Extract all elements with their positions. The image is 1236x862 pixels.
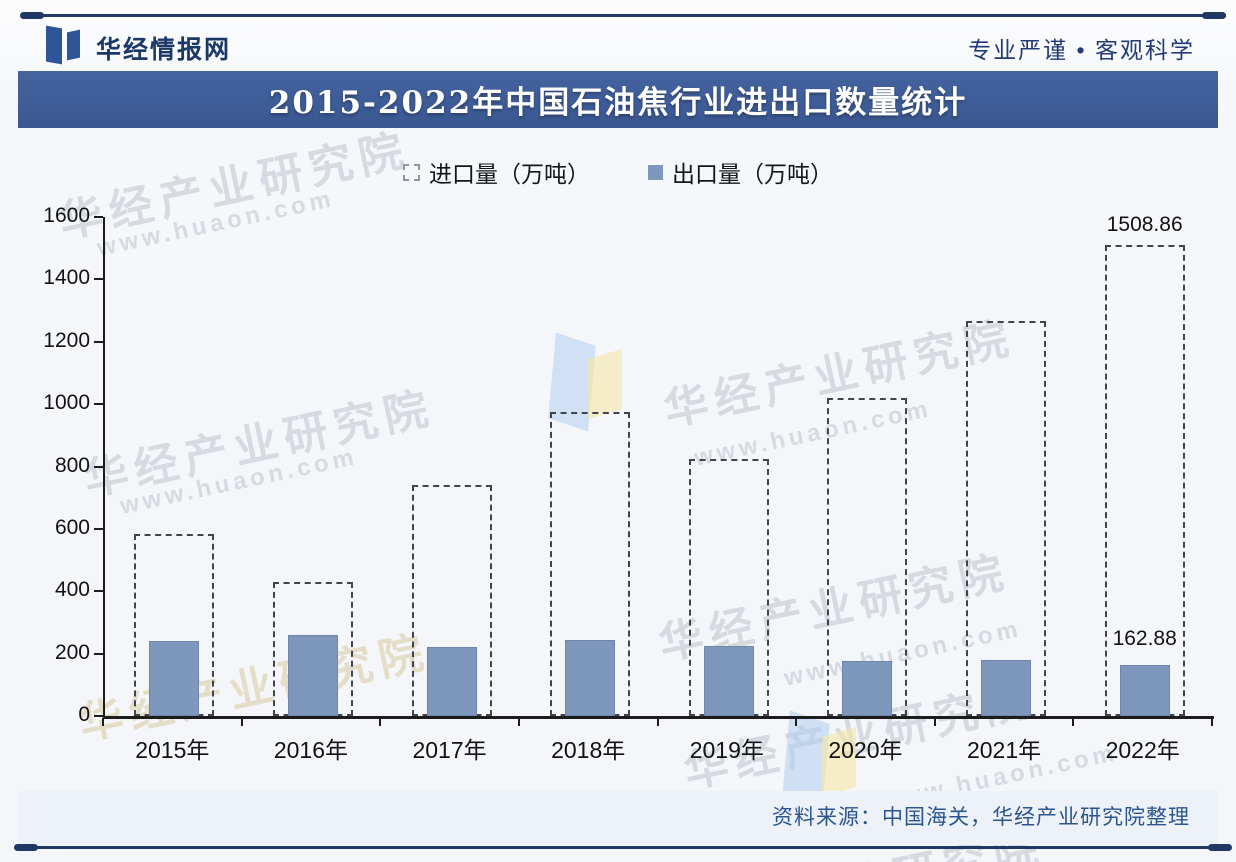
y-tick-label: 1200 — [43, 328, 90, 352]
y-tick-label: 200 — [54, 640, 90, 664]
legend-label-import: 进口量（万吨） — [429, 161, 590, 187]
legend-item-import: 进口量（万吨） — [403, 155, 590, 189]
y-tick-label: 1400 — [43, 266, 90, 290]
y-axis-tick — [94, 340, 103, 343]
x-axis-tick — [656, 718, 659, 726]
y-axis-tick — [94, 652, 103, 655]
chart-title-bar: 2015-2022年中国石油焦行业进出口数量统计 — [18, 71, 1218, 128]
x-axis-tick — [1072, 718, 1075, 726]
top-divider — [22, 14, 1226, 17]
y-tick-label: 600 — [54, 515, 90, 539]
plot-area: 1508.86 162.88 — [103, 213, 1214, 719]
export-bar — [149, 641, 200, 716]
export-bar — [287, 634, 338, 716]
x-axis-tick — [795, 718, 798, 726]
brand-name: 华经情报网 — [96, 36, 232, 64]
legend-item-export: 出口量（万吨） — [648, 155, 833, 189]
y-tick-label: 0 — [78, 703, 90, 726]
bar-value-label: 1508.86 — [1106, 213, 1183, 237]
x-axis-tick — [517, 718, 520, 726]
chart-legend: 进口量（万吨） 出口量（万吨） — [0, 155, 1236, 189]
bar-value-label: 162.88 — [1112, 627, 1177, 651]
import-bar — [966, 321, 1047, 716]
y-axis-tick — [94, 527, 103, 530]
bottom-divider-right-cap — [1208, 844, 1232, 851]
y-axis-tick — [94, 715, 103, 717]
x-category-label: 2019年 — [689, 737, 764, 763]
y-tick-label: 1600 — [43, 204, 90, 227]
export-bar — [1119, 665, 1170, 716]
x-axis-tick — [102, 718, 104, 726]
x-category-label: 2020年 — [828, 737, 903, 763]
y-tick-label: 800 — [54, 453, 90, 477]
data-source-note: 资料来源：中国海关，华经产业研究院整理 — [772, 806, 1190, 829]
export-bar — [981, 659, 1032, 716]
x-category-label: 2015年 — [135, 737, 210, 763]
top-divider-left-cap — [20, 12, 44, 19]
y-tick-label: 1000 — [43, 391, 90, 415]
x-axis-tick — [1211, 718, 1213, 726]
x-category-label: 2017年 — [412, 737, 487, 763]
export-bar — [703, 645, 754, 716]
export-bar — [565, 639, 616, 716]
x-category-label: 2018年 — [551, 737, 626, 763]
y-axis-tick — [94, 403, 103, 406]
bottom-divider — [16, 846, 1230, 849]
x-axis-tick — [933, 718, 936, 726]
export-bar — [426, 647, 477, 716]
export-bar — [842, 661, 893, 716]
x-axis-tick — [379, 718, 382, 726]
y-tick-label: 400 — [54, 578, 90, 602]
y-axis-tick — [94, 278, 103, 281]
bottom-divider-left-cap — [14, 844, 38, 851]
x-category-label: 2016年 — [273, 737, 349, 763]
import-series-swatch — [403, 163, 420, 181]
export-series-swatch — [648, 164, 663, 180]
x-category-label: 2022年 — [1105, 737, 1180, 763]
x-category-label: 2021年 — [966, 737, 1042, 763]
y-axis-tick — [94, 216, 103, 218]
header-slogan: 专业严谨 • 客观科学 — [968, 37, 1195, 63]
x-axis-tick — [240, 718, 243, 726]
y-axis-tick — [94, 590, 103, 593]
legend-label-export: 出口量（万吨） — [672, 161, 833, 187]
y-axis-tick — [94, 465, 103, 468]
chart-title: 2015-2022年中国石油焦行业进出口数量统计 — [268, 85, 968, 121]
footer-band — [18, 791, 1218, 845]
top-divider-right-cap — [1202, 12, 1226, 19]
